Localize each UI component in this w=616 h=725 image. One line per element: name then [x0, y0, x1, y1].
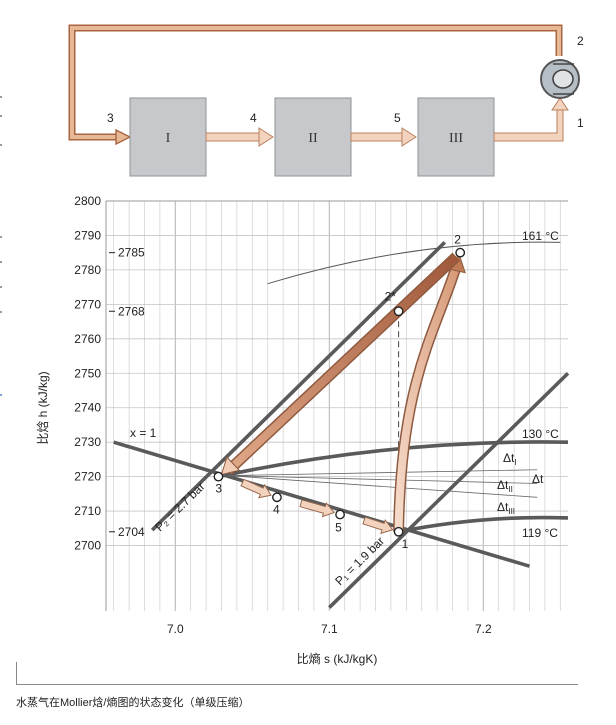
state-label: 5: [335, 521, 342, 535]
cycle-schematic: I II III 3 4 5 2 1: [68, 24, 584, 177]
series-line: [150, 241, 447, 532]
y-tick-label: 2720: [74, 470, 101, 484]
desuperheat-arrow: [225, 253, 459, 474]
margin-dot: [0, 311, 2, 313]
delta-t-subscript: III: [508, 507, 515, 516]
state-point-2: [455, 247, 466, 258]
delta-t-subscript: I: [514, 458, 516, 467]
series-line: [267, 241, 561, 285]
block-2: [274, 97, 352, 177]
arrow-into-block-1: [115, 128, 132, 146]
cooling-step-arrow: [362, 516, 394, 535]
isotherm-label: 119 °C: [522, 526, 558, 540]
property-lines: [113, 241, 570, 609]
y-tick-label: 2750: [74, 366, 101, 380]
y-tick-label: 2780: [74, 263, 101, 277]
schematic-label-5: 5: [394, 111, 401, 125]
state-label: 2: [454, 233, 461, 247]
series-line: [398, 515, 569, 534]
y-tick-label: 2770: [74, 297, 101, 311]
block-1: [129, 97, 207, 177]
figure: I II III 3 4 5 2 1 2: [35, 24, 584, 666]
delta-t-sub-label: ΔtI: [503, 451, 517, 467]
cooling-step-arrow-shape: [362, 516, 394, 535]
x-tick-label: 7.0: [167, 622, 184, 636]
side-value-label: 2704: [118, 525, 145, 539]
series-line: [218, 440, 569, 479]
side-value-label: 2768: [118, 304, 145, 318]
state-point-1: [393, 526, 404, 537]
delta-t-total-label: Δt: [532, 472, 544, 486]
cooling-step-arrow-shape: [299, 499, 335, 518]
schematic-label-3: 3: [107, 111, 114, 125]
margin-dot: [0, 236, 2, 238]
block-3: [417, 97, 495, 177]
frame-left-rule: [16, 662, 17, 684]
compression-arrow: [394, 265, 461, 532]
compressor-icon: [540, 59, 580, 99]
process-arrows: [220, 252, 466, 535]
state-point-3: [213, 471, 224, 482]
figure-caption: 水蒸气在Mollier焓/熵图的状态变化（单级压缩）: [16, 697, 250, 709]
plot-area: [106, 201, 568, 611]
desuperheat-arrowhead: [220, 456, 241, 476]
state-label: 4: [273, 502, 280, 516]
pipe-1-2: [205, 127, 274, 147]
delta-t-reference-line: [227, 475, 538, 498]
cooling-step-arrow-shape: [240, 478, 272, 499]
state-label: 3: [215, 482, 222, 496]
state-point-2-star: [393, 306, 404, 317]
side-value-label: 2785: [118, 246, 145, 260]
schematic-label-2: 2: [577, 34, 584, 48]
y-tick-labels: 2800 2790 2780 2770 2760 2750 2740 2730 2720 2710…: [74, 194, 101, 553]
x-tick-label: 7.2: [475, 622, 492, 636]
state-label: 2*: [385, 289, 397, 303]
quality-label: x = 1: [130, 426, 157, 440]
delta-t-subscript: II: [508, 485, 512, 494]
schematic-label-4: 4: [250, 111, 257, 125]
delta-t-reference-line: [227, 469, 538, 476]
margin-dot: [0, 144, 2, 146]
state-point-4: [272, 492, 282, 503]
state-points: [213, 247, 466, 537]
state-point-5: [335, 509, 345, 520]
cooling-step-arrow: [240, 478, 272, 499]
delta-t-reference-line: [227, 475, 538, 484]
y-tick-label: 2790: [74, 228, 101, 242]
y-axis-label: 比焓 h (kJ/kg): [35, 371, 50, 444]
isotherm-label: 161 °C: [522, 229, 559, 243]
isotherm-label: 130 °C: [522, 427, 559, 441]
side-values: 2785 2768 2704: [109, 246, 145, 539]
margin-dot: [0, 286, 2, 288]
x-tick-label: 7.1: [321, 622, 338, 636]
y-tick-label: 2700: [74, 539, 101, 553]
block-3-label: III: [449, 131, 463, 146]
x-axis-label: 比熵 s (kJ/kgK): [297, 651, 378, 666]
series-line: [113, 440, 531, 568]
mollier-chart: 2800 2790 2780 2770 2760 2750 2740 2730 2720 2710…: [35, 194, 570, 666]
series-line: [328, 371, 570, 609]
cooling-step-arrow: [299, 499, 335, 518]
y-tick-label: 2800: [74, 194, 101, 208]
y-tick-label: 2760: [74, 332, 101, 346]
y-tick-label: 2730: [74, 435, 101, 449]
margin-dot: [0, 115, 2, 117]
x-tick-labels: 7.0 7.1 7.2: [167, 622, 492, 636]
y-tick-label: 2710: [74, 504, 101, 518]
margin-dot: [0, 394, 2, 396]
pipe-3-compressor: [493, 97, 569, 142]
y-tick-label: 2740: [74, 401, 101, 415]
block-1-label: I: [166, 131, 171, 146]
margin-dot: [0, 261, 2, 263]
frame-bottom-rule: [16, 684, 578, 685]
pipe-2-3: [350, 127, 417, 147]
schematic-label-1: 1: [577, 116, 584, 130]
margin-dot: [0, 96, 2, 98]
block-2-label: II: [308, 131, 318, 146]
state-label: 1: [402, 537, 409, 551]
